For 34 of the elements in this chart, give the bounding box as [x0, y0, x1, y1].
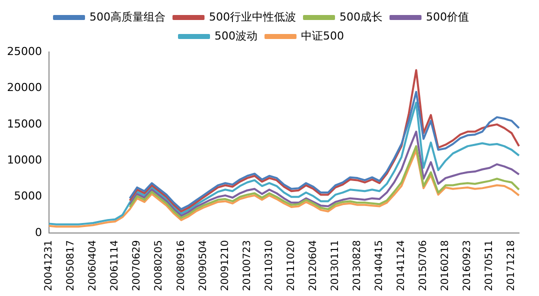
x-tick-label: 20171218: [506, 240, 518, 292]
x-tick-label: 20080916: [176, 240, 187, 292]
x-tick-label: 20050817: [66, 240, 77, 292]
legend-label: 500高质量组合: [90, 10, 166, 24]
x-tick-label: 20090504: [198, 240, 209, 292]
x-tick-label: 20080205: [154, 240, 165, 292]
legend-label: 500波动: [214, 29, 258, 42]
y-tick-label: 20000: [6, 81, 42, 94]
x-tick-label: 20110310: [264, 240, 275, 292]
y-tick-label: 10000: [6, 154, 42, 167]
x-tick-label: 20091210: [220, 240, 231, 292]
legend-label: 500价值: [426, 10, 469, 24]
legend-label: 中证500: [301, 29, 344, 42]
x-tick-label: 20160218: [440, 240, 452, 292]
y-tick-label: 25000: [6, 44, 42, 58]
x-tick-label: 20141124: [396, 240, 408, 292]
x-tick-label: 20060404: [88, 240, 99, 292]
x-tick-label: 20061114: [110, 240, 121, 292]
x-tick-label: 20140415: [374, 240, 386, 292]
y-tick-label: 0: [34, 226, 42, 239]
x-tick-label: 20160923: [462, 240, 474, 292]
x-tick-label: 20150706: [418, 240, 430, 292]
legend-label: 500成长: [340, 10, 382, 24]
x-tick-label: 20130111: [330, 240, 341, 292]
x-tick-label: 20041231: [44, 240, 55, 292]
x-tick-label: 20130828: [352, 240, 364, 292]
x-tick-label: 20120604: [308, 240, 319, 292]
x-tick-label: 20100723: [242, 240, 253, 292]
x-tick-label: 20070629: [132, 240, 143, 292]
x-tick-label: 20170511: [484, 240, 496, 292]
legend-label: 500行业中性低波: [209, 10, 296, 24]
y-tick-label: 15000: [6, 117, 42, 130]
y-tick-label: 5000: [14, 190, 42, 203]
x-tick-label: 20111020: [286, 240, 297, 292]
